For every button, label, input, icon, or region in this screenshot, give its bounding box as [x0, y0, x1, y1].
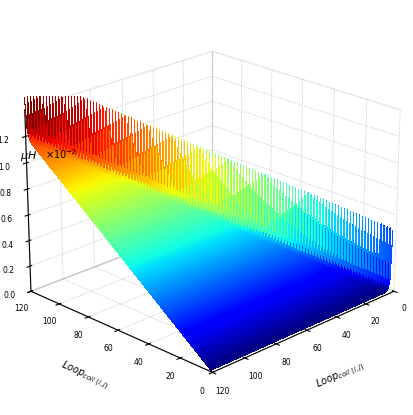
X-axis label: $Loop_{coil\ (i,j)}$: $Loop_{coil\ (i,j)}$	[313, 358, 366, 393]
Y-axis label: $Loop_{coil\ (i,j)}$: $Loop_{coil\ (i,j)}$	[58, 358, 111, 393]
Text: $\mu H$: $\mu H$	[20, 149, 38, 163]
Text: $\times 10^{-2}$: $\times 10^{-2}$	[45, 147, 76, 161]
